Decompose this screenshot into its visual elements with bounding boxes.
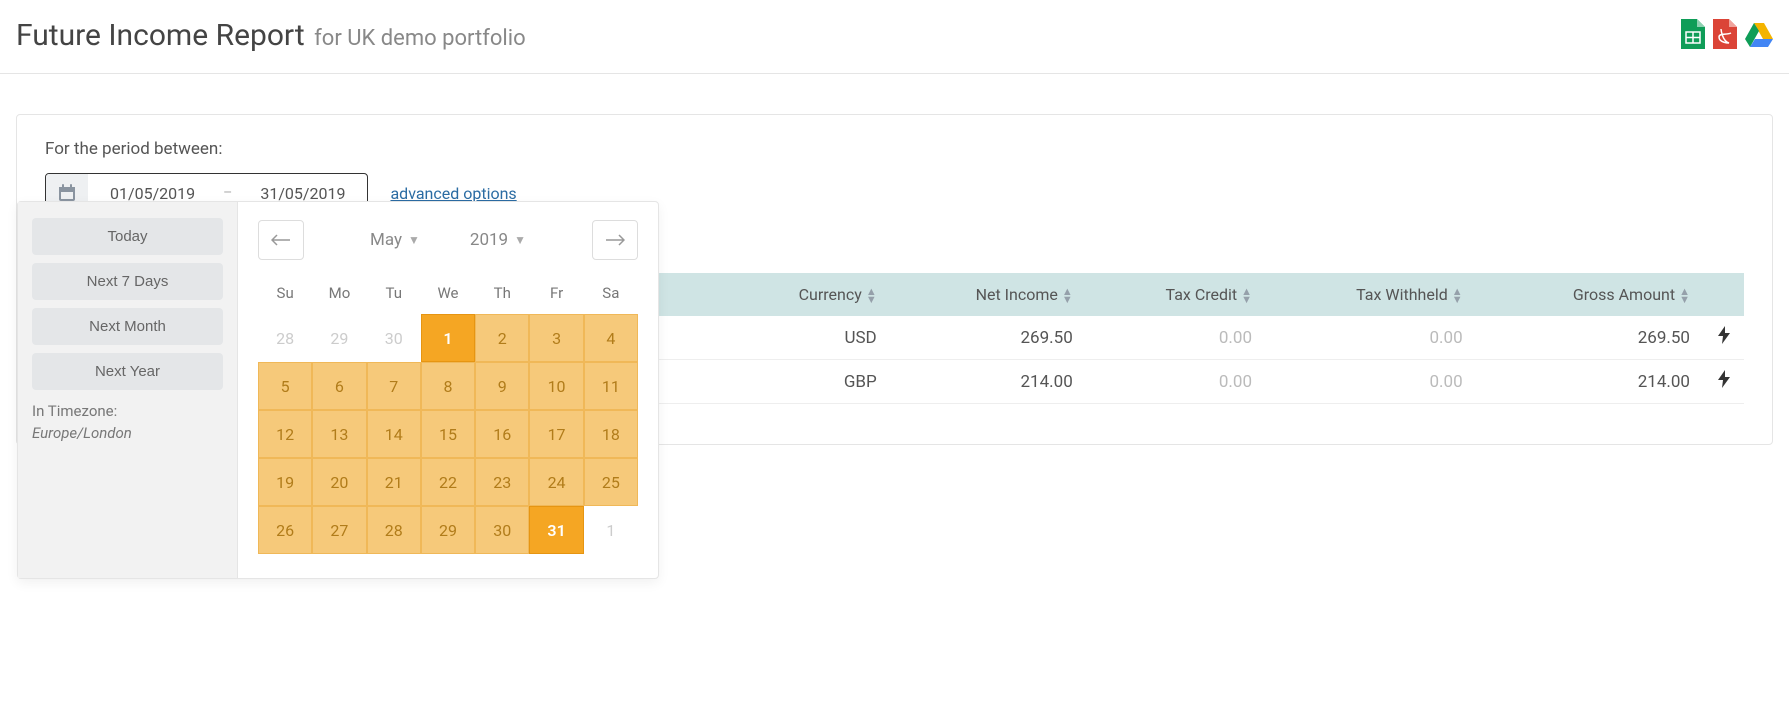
calendar-day[interactable]: 20 [312, 458, 366, 506]
calendar-day[interactable]: 29 [421, 506, 475, 554]
weekday-label: Su [258, 276, 312, 314]
calendar-day[interactable]: 4 [584, 314, 638, 362]
preset-today[interactable]: Today [32, 218, 223, 255]
date-dash: – [217, 185, 238, 201]
datepicker-calendar: May▼ 2019▼ SuMoTuWeThFrSa 28293012345678… [238, 202, 658, 578]
calendar-day[interactable]: 17 [529, 410, 583, 458]
cell-gross: 214.00 [1477, 360, 1704, 404]
calendar-day[interactable]: 28 [258, 314, 312, 362]
calendar-day[interactable]: 14 [367, 410, 421, 458]
calendar-day[interactable]: 2 [475, 314, 529, 362]
col-net[interactable]: Net Income▲▼ [891, 273, 1087, 316]
calendar-day[interactable]: 11 [584, 362, 638, 410]
col-withheld[interactable]: Tax Withheld▲▼ [1266, 273, 1477, 316]
page-title: Future Income Report [16, 18, 305, 53]
weekday-label: We [421, 276, 475, 314]
calendar-day[interactable]: 1 [421, 314, 475, 362]
bolt-icon[interactable] [1704, 316, 1744, 360]
cell-currency: USD [725, 316, 891, 360]
preset-next-7-days[interactable]: Next 7 Days [32, 263, 223, 300]
calendar-day[interactable]: 5 [258, 362, 312, 410]
calendar-day[interactable]: 13 [312, 410, 366, 458]
calendar-day[interactable]: 12 [258, 410, 312, 458]
calendar-day[interactable]: 19 [258, 458, 312, 506]
calendar-day[interactable]: 21 [367, 458, 421, 506]
calendar-day[interactable]: 25 [584, 458, 638, 506]
weekday-label: Fr [529, 276, 583, 314]
calendar-day[interactable]: 9 [475, 362, 529, 410]
date-from: 01/05/2019 [88, 184, 217, 203]
calendar-nav: May▼ 2019▼ [258, 220, 638, 260]
weekday-label: Sa [584, 276, 638, 314]
timezone-value: Europe/London [32, 424, 223, 442]
calendar-day[interactable]: 31 [529, 506, 583, 554]
col-currency[interactable]: Currency▲▼ [725, 273, 891, 316]
calendar-day[interactable]: 28 [367, 506, 421, 554]
calendar-day[interactable]: 23 [475, 458, 529, 506]
calendar-day[interactable]: 30 [475, 506, 529, 554]
cell-net: 269.50 [891, 316, 1087, 360]
calendar-day[interactable]: 18 [584, 410, 638, 458]
next-month-button[interactable] [592, 220, 638, 260]
preset-next-year[interactable]: Next Year [32, 353, 223, 390]
timezone-label: In Timezone: [32, 402, 223, 420]
report-card: For the period between: 01/05/2019 – 31/… [16, 114, 1773, 445]
calendar-day[interactable]: 10 [529, 362, 583, 410]
page-subtitle: for UK demo portfolio [314, 26, 526, 51]
weekday-label: Tu [367, 276, 421, 314]
prev-month-button[interactable] [258, 220, 304, 260]
page-header: Future Income Report for UK demo portfol… [0, 0, 1789, 74]
calendar-day[interactable]: 1 [584, 506, 638, 554]
calendar-day[interactable]: 24 [529, 458, 583, 506]
cell-net: 214.00 [891, 360, 1087, 404]
bolt-icon[interactable] [1704, 360, 1744, 404]
weekday-label: Mo [312, 276, 366, 314]
col-gross[interactable]: Gross Amount▲▼ [1477, 273, 1704, 316]
cell-currency: GBP [725, 360, 891, 404]
cell-withheld: 0.00 [1266, 360, 1477, 404]
weekday-label: Th [475, 276, 529, 314]
calendar-day[interactable]: 29 [312, 314, 366, 362]
export-drive-icon[interactable] [1745, 21, 1773, 51]
export-sheets-icon[interactable] [1681, 19, 1705, 53]
calendar-day[interactable]: 16 [475, 410, 529, 458]
advanced-options-link[interactable]: advanced options [390, 184, 516, 203]
cell-credit: 0.00 [1087, 316, 1266, 360]
export-pdf-icon[interactable] [1713, 19, 1737, 53]
month-select[interactable]: May▼ [360, 224, 430, 256]
col-credit[interactable]: Tax Credit▲▼ [1087, 273, 1266, 316]
datepicker-popover: Today Next 7 Days Next Month Next Year In T… [17, 201, 659, 579]
year-select[interactable]: 2019▼ [460, 224, 536, 256]
cell-credit: 0.00 [1087, 360, 1266, 404]
calendar-day[interactable]: 8 [421, 362, 475, 410]
calendar-day[interactable]: 27 [312, 506, 366, 554]
datepicker-presets: Today Next 7 Days Next Month Next Year In T… [18, 202, 238, 578]
export-icons [1681, 19, 1773, 53]
calendar-day[interactable]: 6 [312, 362, 366, 410]
calendar-day[interactable]: 7 [367, 362, 421, 410]
calendar-day[interactable]: 30 [367, 314, 421, 362]
calendar-day[interactable]: 22 [421, 458, 475, 506]
calendar-day[interactable]: 26 [258, 506, 312, 554]
cell-gross: 269.50 [1477, 316, 1704, 360]
period-label: For the period between: [45, 139, 1744, 159]
cell-withheld: 0.00 [1266, 316, 1477, 360]
calendar-day[interactable]: 3 [529, 314, 583, 362]
preset-next-month[interactable]: Next Month [32, 308, 223, 345]
date-to: 31/05/2019 [238, 184, 367, 203]
calendar-day[interactable]: 15 [421, 410, 475, 458]
